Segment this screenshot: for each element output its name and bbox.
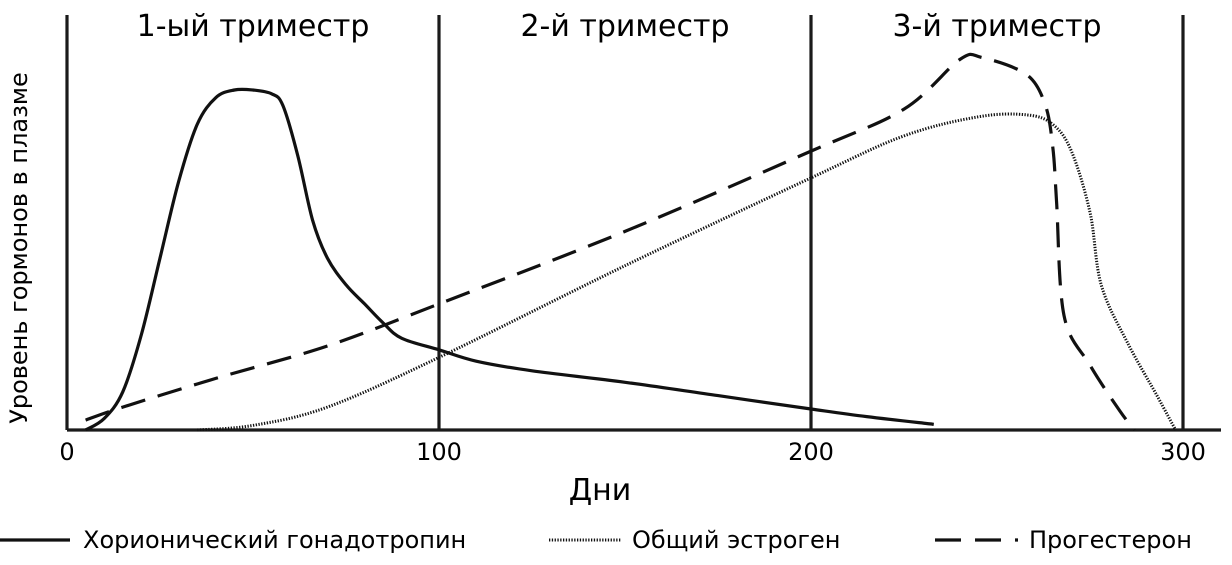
trimester-dividers [65, 15, 1185, 430]
legend-label-solid: Хорионический гонадотропин [83, 526, 466, 554]
series-lines [84, 52, 1177, 432]
series-line-dotted [197, 112, 1177, 432]
x-tick-labels: 0 100 200 300 [59, 438, 1206, 466]
trimester-label-1: 1-ый триместр [137, 9, 370, 44]
trimester-label-3: 3-й триместр [892, 9, 1101, 44]
x-tick-label-200: 200 [788, 438, 834, 466]
x-axis-title: Дни [569, 473, 632, 508]
x-tick-label-0: 0 [59, 438, 74, 466]
series-line-dashed [85, 52, 1136, 431]
trimester-label-2: 2-й триместр [520, 9, 729, 44]
legend-label-dashed: Прогестерон [1029, 526, 1192, 554]
legend: Хорионический гонадотропин Общий эстроген… [0, 526, 1192, 554]
y-axis-title: Уровень гормонов в плазме [5, 72, 33, 424]
x-tick-label-300: 300 [1160, 438, 1206, 466]
legend-label-dotted: Общий эстроген [632, 526, 840, 554]
trimester-labels: 1-ый триместр 2-й триместр 3-й триместр [137, 9, 1102, 44]
series-line-solid [84, 87, 934, 432]
x-tick-label-100: 100 [416, 438, 462, 466]
